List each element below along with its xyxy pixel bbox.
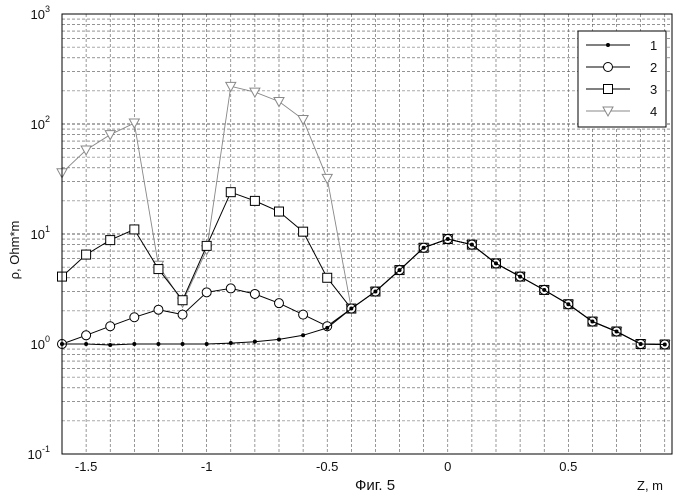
series-1-point [663, 342, 667, 346]
y-tick-label: 100 [31, 334, 50, 352]
series-3-point [299, 227, 308, 236]
series-1-point [108, 343, 112, 347]
series-1-point [542, 288, 546, 292]
legend-label: 3 [650, 82, 657, 97]
series-1-point [132, 342, 136, 346]
y-tick-label: 10-1 [28, 444, 50, 462]
x-tick-label: -1.5 [75, 459, 97, 474]
series-3-point [226, 188, 235, 197]
series-3-line [62, 192, 665, 344]
series-1-point [301, 333, 305, 337]
series-3-point [250, 196, 259, 205]
series-2-point [130, 313, 139, 322]
x-axis-label: Z, m [637, 478, 663, 493]
series-3-point [106, 236, 115, 245]
series-1-point [229, 341, 233, 345]
series-1-point [181, 342, 185, 346]
series-1-point [494, 261, 498, 265]
series-1-point [422, 246, 426, 250]
series-4-point [274, 98, 284, 107]
series-1-point [398, 268, 402, 272]
series-2-point [299, 310, 308, 319]
series-1-point [349, 307, 353, 311]
legend-marker [606, 43, 610, 47]
series-2-point [178, 310, 187, 319]
x-tick-labels: -1.5 -1 -0.5 0 0.5 [75, 459, 577, 474]
legend-marker [604, 63, 613, 72]
y-tick-labels: 10-1 100 101 102 103 [28, 4, 50, 462]
series-1-point [590, 320, 594, 324]
series-2-point [154, 305, 163, 314]
legend-label: 4 [650, 104, 657, 119]
series-1-point [277, 337, 281, 341]
series-4-line [62, 86, 665, 344]
series-3-point [154, 265, 163, 274]
series-3-point [130, 225, 139, 234]
series-3-point [82, 250, 91, 259]
x-tick-label: -0.5 [316, 459, 338, 474]
series-2-point [106, 322, 115, 331]
series-1-point [156, 342, 160, 346]
series-4-point [322, 174, 332, 183]
y-tick-label: 103 [31, 4, 50, 22]
legend-label: 1 [650, 38, 657, 53]
series-4-point [250, 88, 260, 97]
series-3-point [274, 207, 283, 216]
series-1-point [470, 243, 474, 247]
series-1-point [84, 342, 88, 346]
series-1-point [446, 237, 450, 241]
series-2-point [202, 288, 211, 297]
series-1 [60, 237, 667, 347]
series-2-point [82, 331, 91, 340]
series-2-point [250, 289, 259, 298]
series-3-point [178, 296, 187, 305]
series-1-point [205, 342, 209, 346]
series-1-point [373, 290, 377, 294]
series-1-point [566, 302, 570, 306]
x-tick-label: 0 [444, 459, 451, 474]
series-1-point [518, 275, 522, 279]
series-1-point [325, 326, 329, 330]
series-3-point [202, 241, 211, 250]
series-1-point [253, 340, 257, 344]
legend-label: 2 [650, 60, 657, 75]
y-tick-label: 102 [31, 114, 50, 132]
series-1-point [639, 342, 643, 346]
series-4-point [298, 115, 308, 124]
series-1-point [615, 329, 619, 333]
series-2-point [274, 299, 283, 308]
x-tick-label: -1 [201, 459, 213, 474]
series-3-point [323, 273, 332, 282]
figure-caption: Фиг. 5 [355, 477, 395, 494]
y-tick-label: 101 [31, 224, 50, 242]
y-axis-label: ρ, Ohm*m [7, 221, 22, 280]
series-2-point [226, 284, 235, 293]
series-4-point [105, 131, 115, 140]
legend: 1 2 3 4 [578, 31, 666, 127]
series-4-point [129, 119, 139, 128]
legend-marker [604, 85, 613, 94]
series-1-line [62, 239, 665, 345]
x-tick-label: 0.5 [559, 459, 577, 474]
